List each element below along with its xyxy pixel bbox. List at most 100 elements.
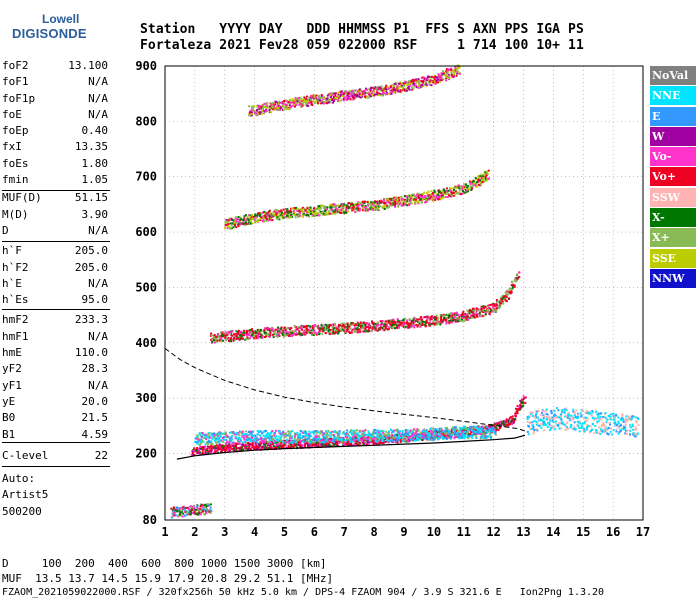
echo-point xyxy=(363,440,366,443)
param-row: hmE 110.0 xyxy=(2,345,108,361)
echo-point xyxy=(511,423,514,426)
echo-point xyxy=(237,225,240,228)
echo-point xyxy=(579,412,582,415)
echo-point xyxy=(354,440,357,443)
echo-point xyxy=(385,320,388,323)
echo-point xyxy=(367,430,370,433)
echo-point xyxy=(537,424,540,427)
echo-point xyxy=(307,324,310,327)
echo-point xyxy=(263,217,266,220)
echo-point xyxy=(277,333,280,336)
echo-point xyxy=(316,445,319,448)
echo-point xyxy=(477,425,480,428)
echo-point xyxy=(376,202,379,205)
echo-point xyxy=(473,426,476,429)
echo-point xyxy=(328,324,331,327)
echo-point xyxy=(228,431,231,434)
echo-point xyxy=(351,437,354,440)
echo-point xyxy=(194,440,197,443)
echo-point xyxy=(275,212,278,215)
echo-point xyxy=(564,407,567,410)
echo-point xyxy=(231,330,234,333)
echo-point xyxy=(284,331,287,334)
echo-point xyxy=(228,340,231,343)
echo-point xyxy=(297,436,300,439)
echo-point xyxy=(246,436,249,439)
echo-point xyxy=(609,415,612,418)
echo-point xyxy=(218,441,221,444)
echo-point xyxy=(386,204,389,207)
echo-point xyxy=(375,324,378,327)
echo-point xyxy=(618,431,621,434)
echo-point xyxy=(366,441,369,444)
echo-point xyxy=(340,322,343,325)
echo-point xyxy=(244,214,247,217)
echo-point xyxy=(467,433,470,436)
echo-point xyxy=(543,410,546,413)
echo-point xyxy=(361,321,364,324)
echo-point xyxy=(243,445,246,448)
echo-point xyxy=(253,216,256,219)
echo-point xyxy=(528,425,531,428)
echo-point xyxy=(488,430,491,433)
echo-point xyxy=(440,427,443,430)
echo-point xyxy=(248,337,251,340)
echo-point xyxy=(273,431,276,434)
echo-point xyxy=(271,219,274,222)
echo-point xyxy=(603,428,606,431)
echo-point xyxy=(278,328,281,331)
echo-point xyxy=(378,440,381,443)
echo-point xyxy=(432,320,435,323)
echo-point xyxy=(301,215,304,218)
echo-point xyxy=(253,334,256,337)
echo-point xyxy=(425,431,428,434)
echo-point xyxy=(632,428,635,431)
echo-point xyxy=(458,317,461,320)
echo-point xyxy=(237,437,240,440)
echo-point xyxy=(261,336,264,339)
echo-point xyxy=(322,438,325,441)
echo-point xyxy=(229,218,232,221)
echo-point xyxy=(357,441,360,444)
echo-point xyxy=(418,437,421,440)
echo-point xyxy=(526,420,529,423)
echo-point xyxy=(309,325,312,328)
echo-point xyxy=(365,330,368,333)
echo-point xyxy=(329,328,332,331)
echo-point xyxy=(310,210,313,213)
echo-point xyxy=(199,448,202,451)
echo-point xyxy=(533,419,536,422)
echo-point xyxy=(405,440,408,443)
echo-point xyxy=(406,321,409,324)
echo-point xyxy=(284,207,287,210)
echo-point xyxy=(526,416,529,419)
echo-point xyxy=(339,205,342,208)
echo-point xyxy=(335,329,338,332)
echo-point xyxy=(352,206,355,209)
echo-point xyxy=(208,441,211,444)
echo-point xyxy=(490,430,493,433)
echo-point xyxy=(590,430,593,433)
echo-point xyxy=(465,427,468,430)
echo-point xyxy=(338,329,341,332)
echo-point xyxy=(625,415,628,418)
param-key: hmF1 xyxy=(2,329,29,343)
echo-point xyxy=(434,316,437,319)
echo-point xyxy=(535,412,538,415)
echo-point xyxy=(275,328,278,331)
echo-point xyxy=(236,332,239,335)
echo-point xyxy=(615,414,618,417)
echo-point xyxy=(297,434,300,437)
echo-point xyxy=(331,206,334,209)
echo-point xyxy=(421,430,424,433)
echo-point xyxy=(238,442,241,445)
echo-point xyxy=(369,441,372,444)
echo-point xyxy=(296,333,299,336)
echo-point xyxy=(355,440,358,443)
echo-point xyxy=(371,327,374,330)
echo-point xyxy=(363,201,366,204)
echo-point xyxy=(448,313,451,316)
param-value: 13.100 xyxy=(68,59,108,72)
echo-point xyxy=(433,437,436,440)
echo-point xyxy=(407,326,410,329)
